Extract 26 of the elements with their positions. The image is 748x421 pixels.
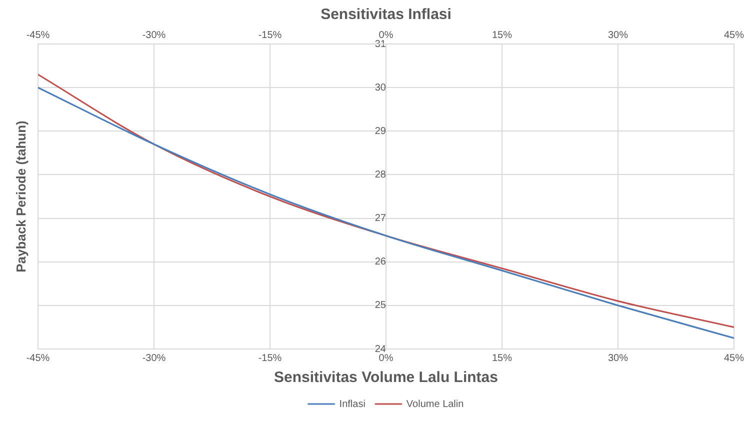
x2-tick-label: -15% <box>258 352 282 364</box>
x-tick-label: 15% <box>492 30 512 41</box>
x-tick-label: -15% <box>258 30 282 41</box>
y-tick-label: 27 <box>374 213 386 224</box>
x2-tick-label: 15% <box>492 352 512 364</box>
x-tick-label: 45% <box>724 30 744 41</box>
y-tick-label: 26 <box>374 256 386 268</box>
y-tick-label: 24 <box>374 344 386 355</box>
x-axis-title: Sensitivitas Volume Lalu Lintas <box>274 369 498 386</box>
x-tick-label: 30% <box>608 30 628 41</box>
y-tick-label: 25 <box>374 300 386 312</box>
y-tick-label: 28 <box>374 169 386 180</box>
y-tick-label: 30 <box>374 82 386 94</box>
x2-tick-label: 0% <box>378 352 394 364</box>
x2-tick-label: -30% <box>142 352 166 364</box>
x-tick-label: -30% <box>142 30 166 41</box>
x2-tick-label: -45% <box>26 352 50 364</box>
y-tick-label: 29 <box>374 126 386 137</box>
x-tick-label: -45% <box>26 30 50 41</box>
y-axis-title: Payback Periode (tahun) <box>14 120 29 272</box>
legend-label: Volume Lalin <box>406 398 464 410</box>
legend-label: Inflasi <box>339 398 366 410</box>
x2-axis-title: Sensitivitas Inflasi <box>320 6 452 24</box>
x2-tick-label: 45% <box>724 352 744 364</box>
x-tick-label: 0% <box>378 30 394 41</box>
x2-tick-label: 30% <box>608 352 628 364</box>
